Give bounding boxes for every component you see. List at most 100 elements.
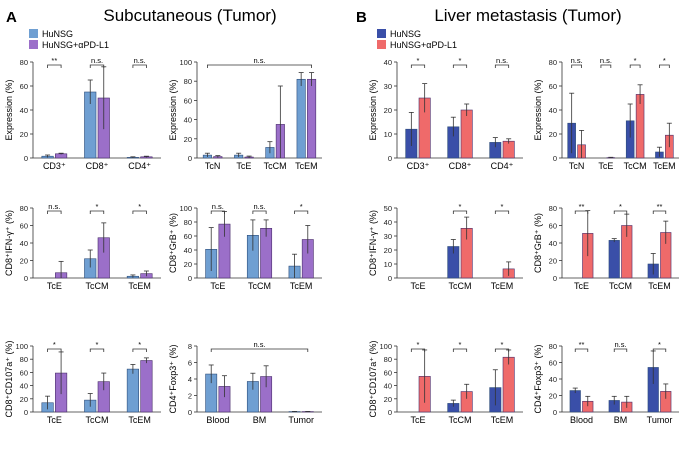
- chart-B1: 0 10 20 30 40 Expression (%) CD3⁺ CD8⁺ CD4⁺ * * n.s…: [368, 56, 523, 171]
- y-tick-label: 100: [379, 342, 392, 351]
- significance-bracket: [210, 348, 309, 352]
- y-tick-label: 60: [549, 82, 557, 91]
- x-tick-label: TcEM: [128, 281, 151, 291]
- significance-bracket: [294, 210, 309, 214]
- y-axis-label: CD8⁺GrB⁺ (%): [533, 213, 543, 273]
- significance-bracket: [47, 210, 62, 214]
- y-tick-label: 40: [20, 106, 28, 115]
- y-tick-label: 80: [20, 355, 28, 364]
- y-tick-label: 10: [384, 260, 392, 269]
- significance-bracket: [410, 348, 426, 352]
- significance-label: *: [658, 340, 661, 349]
- y-tick-label: 8: [188, 342, 192, 351]
- y-tick-label: 2: [188, 392, 192, 401]
- x-tick-label: TcCM: [609, 281, 632, 291]
- y-tick-label: 40: [549, 239, 557, 248]
- y-tick-label: 40: [384, 382, 392, 391]
- y-tick-label: 0: [388, 408, 392, 417]
- significance-bracket: [629, 64, 641, 68]
- significance-label: *: [53, 340, 56, 349]
- y-tick-label: 20: [384, 395, 392, 404]
- significance-label: n.s.: [614, 340, 626, 349]
- significance-label: *: [96, 202, 99, 211]
- significance-bracket: [89, 210, 105, 214]
- significance-bracket: [652, 348, 667, 352]
- x-tick-label: Tumor: [647, 415, 673, 425]
- bar-A5-2-1: [140, 360, 153, 413]
- panel-b-letter: B: [356, 9, 367, 26]
- y-tick-label: 30: [384, 82, 392, 91]
- x-tick-label: TcEM: [290, 281, 313, 291]
- significance-bracket: [613, 348, 628, 352]
- significance-label: **: [579, 340, 585, 349]
- y-tick-label: 80: [20, 58, 28, 67]
- y-tick-label: 60: [184, 96, 192, 105]
- x-tick-label: TcN: [569, 161, 585, 171]
- y-tick-label: 60: [20, 368, 28, 377]
- y-tick-label: 0: [24, 408, 28, 417]
- significance-bracket: [89, 64, 105, 68]
- significance-label: n.s.: [571, 56, 583, 65]
- significance-label: *: [501, 340, 504, 349]
- y-tick-label: 80: [549, 342, 557, 351]
- legend-b: HuNSG HuNSG+αPD-L1: [377, 29, 457, 50]
- y-tick-label: 0: [188, 408, 192, 417]
- y-tick-label: 50: [384, 204, 392, 213]
- y-tick-label: 0: [24, 154, 28, 163]
- y-axis-label: CD8⁺IFN-γ⁺ (%): [4, 210, 14, 276]
- y-tick-label: 40: [184, 246, 192, 255]
- significance-label: *: [459, 340, 462, 349]
- y-tick-label: 20: [184, 260, 192, 269]
- y-tick-label: 60: [549, 359, 557, 368]
- y-tick-label: 0: [188, 274, 192, 283]
- significance-bracket: [132, 210, 147, 214]
- significance-bracket: [494, 210, 510, 214]
- x-tick-label: TcE: [598, 161, 613, 171]
- significance-bracket: [207, 64, 312, 68]
- significance-label: *: [619, 202, 622, 211]
- legend-a-swatch-0: [29, 29, 38, 38]
- x-tick-label: TcE: [210, 281, 225, 291]
- legend-a-swatch-1: [29, 40, 38, 49]
- significance-label: n.s.: [91, 56, 103, 65]
- significance-bracket: [571, 64, 582, 68]
- x-tick-label: TcEM: [491, 415, 514, 425]
- x-tick-label: CD8⁺: [449, 161, 472, 171]
- y-tick-label: 40: [20, 239, 28, 248]
- significance-label: **: [657, 202, 663, 211]
- significance-label: *: [663, 56, 666, 65]
- x-tick-label: TcE: [47, 281, 62, 291]
- significance-bracket: [410, 64, 426, 68]
- legend-a-label-1: HuNSG+αPD-L1: [42, 40, 109, 50]
- x-tick-label: CD8⁺: [86, 161, 109, 171]
- bar-B1-2-1: [502, 140, 515, 159]
- y-axis-label: Expression (%): [4, 79, 14, 140]
- y-tick-label: 0: [188, 154, 192, 163]
- y-tick-label: 20: [549, 392, 557, 401]
- significance-label: n.s.: [48, 202, 60, 211]
- significance-bracket: [252, 210, 267, 214]
- y-tick-label: 100: [179, 204, 192, 213]
- y-tick-label: 80: [384, 355, 392, 364]
- legend-b-label-0: HuNSG: [390, 29, 421, 39]
- y-tick-label: 60: [20, 222, 28, 231]
- significance-bracket: [574, 210, 589, 214]
- x-tick-label: TcN: [205, 161, 221, 171]
- significance-label: *: [417, 340, 420, 349]
- significance-bracket: [652, 210, 667, 214]
- significance-bracket: [494, 64, 510, 68]
- x-tick-label: TcCM: [449, 281, 472, 291]
- significance-label: n.s.: [212, 202, 224, 211]
- chart-A3: 0 20 40 60 80 CD8⁺IFN-γ⁺ (%) TcE TcCM TcEM n.s. * *: [4, 202, 161, 291]
- x-tick-label: TcEM: [128, 415, 151, 425]
- significance-label: n.s.: [134, 56, 146, 65]
- significance-label: *: [96, 340, 99, 349]
- significance-bracket: [47, 64, 62, 68]
- x-tick-label: CD3⁺: [407, 161, 430, 171]
- y-axis-label: CD8⁺CD107a⁺ (%): [368, 340, 378, 417]
- significance-bracket: [132, 64, 147, 68]
- y-axis-label: CD8⁺IFN-γ⁺ (%): [368, 210, 378, 276]
- y-axis-label: CD8⁺GrB⁺ (%): [168, 213, 178, 273]
- y-tick-label: 0: [553, 154, 557, 163]
